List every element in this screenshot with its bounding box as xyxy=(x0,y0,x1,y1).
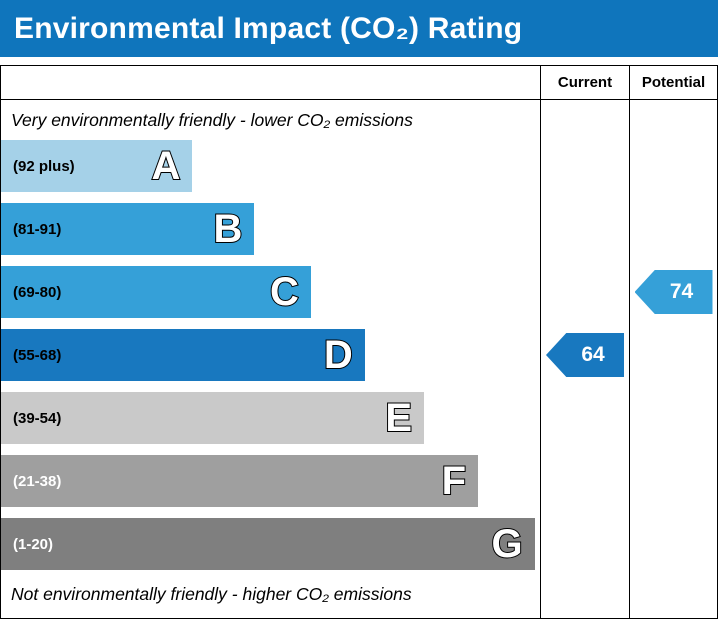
band-b: (81-91) B xyxy=(1,203,255,255)
page-title: Environmental Impact (CO₂) Rating xyxy=(0,0,718,57)
band-c: (69-80) C xyxy=(1,266,311,318)
bottom-note: Not environmentally friendly - higher CO… xyxy=(11,583,412,604)
rating-bars: (92 plus) A (81-91) B (69-80) C (55-68) … xyxy=(1,140,540,570)
band-b-range: (81-91) xyxy=(13,220,62,238)
band-c-letter: C xyxy=(269,270,300,314)
band-d-letter: D xyxy=(323,333,354,377)
current-value: 64 xyxy=(581,343,605,366)
top-note: Very environmentally friendly - lower CO… xyxy=(11,109,413,130)
band-a-range: (92 plus) xyxy=(13,157,75,175)
current-column-header: Current xyxy=(540,66,629,100)
band-f-letter: F xyxy=(441,459,467,503)
band-b-letter: B xyxy=(212,207,243,251)
band-e-range: (39-54) xyxy=(13,409,62,427)
band-g-range: (1-20) xyxy=(13,535,54,553)
current-column: 64 xyxy=(540,100,629,618)
potential-column-header: Potential xyxy=(629,66,717,100)
chart-area: Very environmentally friendly - lower CO… xyxy=(1,100,540,618)
potential-arrow: 74 xyxy=(634,270,713,314)
band-c-range: (69-80) xyxy=(13,283,62,301)
band-a-letter: A xyxy=(150,144,181,188)
band-a: (92 plus) A xyxy=(1,140,193,192)
band-e: (39-54) E xyxy=(1,392,425,444)
potential-column: 74 xyxy=(629,100,717,618)
band-d: (55-68) D xyxy=(1,329,365,381)
potential-value: 74 xyxy=(669,280,694,303)
current-arrow: 64 xyxy=(546,333,624,377)
chart-header-spacer xyxy=(1,66,540,100)
rating-table: Current Potential Very environmentally f… xyxy=(0,65,718,619)
page-title-text: Environmental Impact (CO₂) Rating xyxy=(14,11,523,45)
band-e-letter: E xyxy=(384,396,413,440)
band-g-letter: G xyxy=(490,522,523,566)
band-d-range: (55-68) xyxy=(13,346,62,364)
band-f-range: (21-38) xyxy=(13,472,62,490)
band-f: (21-38) F xyxy=(1,455,478,507)
band-g: (1-20) G xyxy=(1,518,535,570)
